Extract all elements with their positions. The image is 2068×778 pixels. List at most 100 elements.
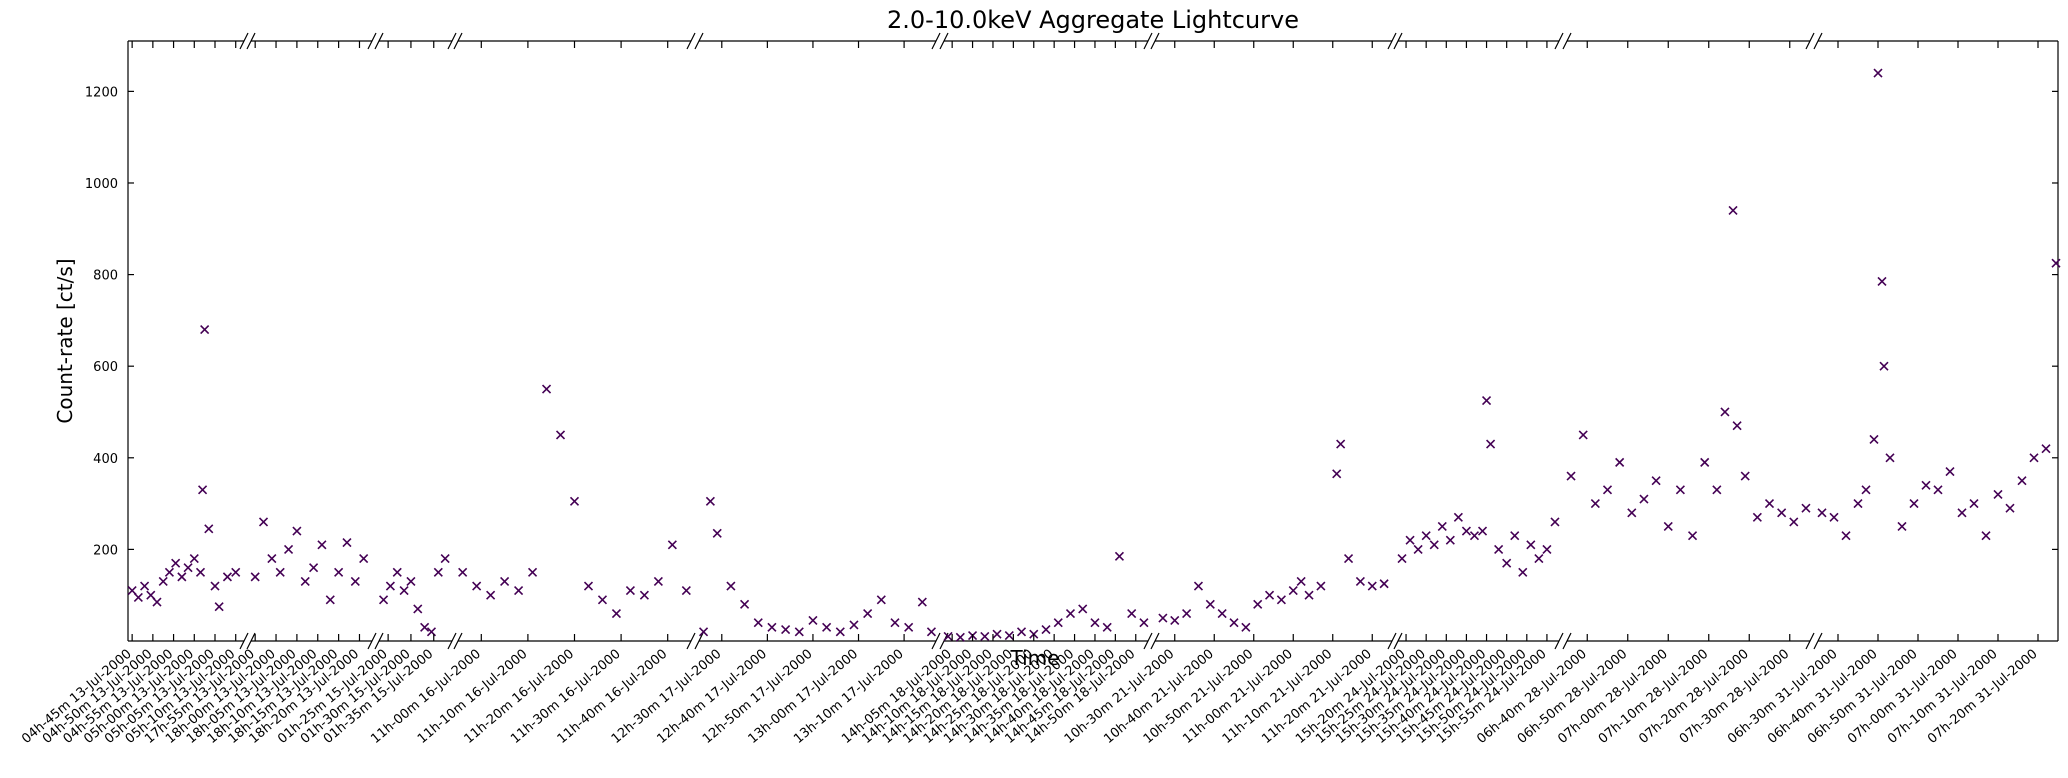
data-point (1578, 430, 1588, 440)
axis-break (1813, 632, 1823, 650)
data-point (781, 624, 791, 635)
data-point (164, 567, 174, 577)
data-point (876, 595, 886, 605)
data-point (1336, 439, 1346, 449)
axis-break (1387, 632, 1397, 650)
data-point (378, 595, 389, 605)
data-point (625, 586, 635, 596)
data-point (1264, 590, 1275, 600)
data-point (1817, 508, 1827, 518)
x-axis-label: Time (1010, 646, 1060, 670)
data-point (486, 590, 496, 600)
data-point (1869, 434, 1879, 445)
axis-break (686, 632, 696, 650)
data-point (1829, 512, 1839, 522)
data-point (1534, 553, 1544, 564)
data-point (1170, 615, 1180, 625)
data-point (1139, 618, 1149, 628)
data-point (1957, 508, 1967, 518)
data-point (1193, 581, 1204, 591)
data-point (1700, 457, 1710, 467)
axis-break (1554, 32, 1564, 50)
data-point (1873, 68, 1883, 78)
data-point (198, 485, 208, 495)
axis-break (1805, 632, 1815, 650)
data-point (1777, 508, 1787, 518)
data-point (1712, 485, 1722, 495)
data-point (292, 526, 302, 536)
axis-break (686, 32, 696, 50)
data-point (231, 567, 241, 577)
data-point (667, 540, 677, 550)
data-point (1981, 531, 1991, 541)
axis-break (374, 32, 384, 50)
data-point (1877, 276, 1887, 287)
data-point (258, 517, 269, 527)
data-point (681, 586, 691, 596)
data-point (2029, 453, 2039, 463)
data-point (740, 599, 750, 609)
data-point (1764, 499, 1775, 509)
axis-break (694, 632, 704, 650)
data-point (309, 563, 319, 573)
data-point (583, 581, 594, 591)
data-point (1127, 608, 1137, 619)
data-point (2017, 476, 2027, 486)
data-point (2051, 258, 2061, 268)
data-point (420, 622, 430, 632)
data-point (1945, 466, 1955, 477)
axis-break (453, 32, 463, 50)
data-point (698, 627, 709, 637)
data-point (152, 597, 162, 607)
data-point (1518, 567, 1528, 577)
data-point (267, 553, 277, 564)
data-point (808, 615, 818, 625)
axis-break (931, 32, 941, 50)
data-point (1720, 407, 1730, 417)
data-point (527, 567, 538, 577)
data-point (955, 632, 965, 642)
data-point (458, 567, 468, 577)
data-point (597, 595, 608, 605)
axis-break (367, 632, 377, 650)
data-point (822, 622, 832, 632)
data-point (1405, 535, 1415, 545)
data-point (392, 567, 402, 577)
data-point (1379, 579, 1389, 589)
data-point (1477, 526, 1488, 536)
data-point (204, 524, 214, 534)
data-point (1241, 622, 1251, 632)
data-point (1004, 630, 1014, 641)
data-point (1993, 489, 2003, 500)
data-point (1343, 553, 1354, 564)
data-point (406, 576, 416, 587)
data-point (1429, 540, 1439, 550)
data-point (1445, 535, 1455, 545)
y-tick-label: 800 (93, 269, 118, 284)
axis-break (447, 632, 457, 650)
data-point (399, 586, 409, 596)
data-point (639, 590, 649, 600)
data-point (350, 576, 360, 587)
data-point (325, 595, 335, 605)
axis-break (1143, 632, 1153, 650)
data-point (210, 581, 220, 591)
data-point (189, 553, 199, 564)
axis-break (1143, 32, 1153, 50)
data-point (1437, 521, 1447, 532)
data-point (1481, 395, 1492, 406)
data-point (1740, 471, 1750, 481)
data-point (1494, 544, 1504, 554)
data-point (200, 324, 210, 335)
data-point (1053, 618, 1063, 628)
data-point (992, 629, 1002, 639)
data-point (1078, 604, 1088, 614)
data-point (1663, 521, 1673, 532)
data-point (275, 567, 285, 577)
data-point (317, 540, 327, 550)
data-point (1921, 480, 1931, 490)
data-point (1041, 624, 1051, 635)
axis-break (1805, 32, 1815, 50)
data-point (1651, 476, 1661, 486)
data-point (1732, 421, 1742, 431)
